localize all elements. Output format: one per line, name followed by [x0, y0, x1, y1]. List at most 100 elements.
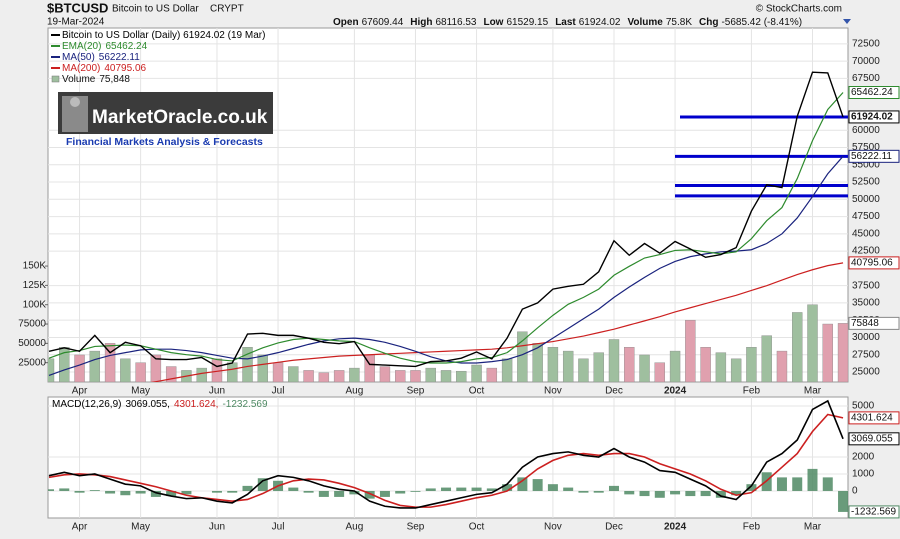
legend-name: EMA(20) [62, 41, 101, 52]
logo-subtitle: Financial Markets Analysis & Forecasts [66, 136, 263, 148]
volume-bar [654, 362, 665, 382]
macd-histogram-bar [807, 468, 818, 491]
y2-tick-label: 150K [23, 261, 47, 272]
macd-layer [48, 399, 848, 512]
macd-histogram-bar [517, 477, 528, 491]
x-tick-label: Oct [469, 386, 485, 397]
y-tick-label: 52500 [852, 177, 880, 188]
quote-label: Chg [699, 17, 718, 28]
volume-bar [624, 347, 635, 382]
legend-entry: MA(200) 40795.06 [62, 63, 147, 74]
macd-histogram-bar [639, 490, 650, 497]
legend-entry: Bitcoin to US Dollar (Daily) 61924.02 (1… [62, 30, 265, 41]
series-line [48, 92, 844, 364]
volume-bar [303, 370, 314, 382]
logo-statue-head [70, 97, 80, 107]
y-tick-label: 37500 [852, 280, 880, 291]
y-tick-label: 35000 [852, 298, 880, 309]
value-box-label: -1232.569 [851, 507, 896, 518]
volume-bar [501, 358, 513, 382]
macd-histogram-bar [685, 490, 696, 497]
volume-bar [379, 366, 391, 382]
macd-histogram-bar [349, 490, 360, 495]
macd-legend: MACD(12,26,9) 3069.055, 4301.624, -1232.569 [52, 399, 268, 410]
x-tick-label: Mar [804, 522, 822, 533]
volume-bar [104, 343, 116, 382]
value-box [848, 316, 900, 330]
macd-histogram-bar [700, 490, 711, 497]
macd-histogram-bar [838, 490, 848, 512]
macd-histogram-bar [792, 477, 803, 491]
legend-name: Bitcoin to US Dollar (Daily) 61924.02 (1… [62, 30, 265, 41]
y-tick-label: 45000 [852, 228, 880, 239]
volume-bar [333, 370, 345, 382]
volume-bar [578, 358, 589, 382]
instrument-name: Bitcoin to US Dollar [112, 4, 199, 15]
macd-histogram-bar [746, 484, 757, 491]
x-tick-label: Jul [272, 386, 285, 397]
series-line [48, 413, 844, 508]
volume-bar [685, 319, 696, 382]
x-tick-label: Oct [469, 522, 485, 533]
macd-histogram-bar [166, 490, 177, 497]
quote-value: 68116.53 [436, 17, 477, 28]
volume-bar [807, 304, 818, 382]
logo-banner [58, 92, 273, 134]
volume-bar [471, 364, 482, 382]
volume-bar [48, 358, 55, 382]
volume-bar [669, 350, 681, 382]
x-tick-label: 2024 [664, 386, 687, 397]
macd-histogram-bar [288, 487, 299, 491]
volume-bar [792, 312, 803, 382]
volume-bar [410, 370, 421, 382]
x-tick-label: Jul [272, 522, 285, 533]
legend-entry: Volume 75,848 [62, 74, 130, 85]
macd-histogram-bar [425, 488, 436, 491]
volume-bar [74, 354, 85, 382]
x-tick-label: Jun [209, 386, 225, 397]
x-tick-label: Sep [407, 386, 425, 397]
volume-bar [593, 352, 604, 382]
macd-histogram-bar [731, 490, 742, 496]
legend-entry: EMA(20) 65462.24 [62, 41, 148, 52]
volume-bar [547, 347, 559, 382]
x-tick-label: Feb [743, 522, 761, 533]
legend-value: 40795.06 [104, 63, 146, 74]
volume-bar [440, 370, 452, 382]
x-tick-label: Apr [72, 522, 88, 533]
macd-histogram-bar [120, 490, 131, 496]
grid [48, 28, 848, 518]
volume-bar [318, 372, 330, 382]
y2-tick-label: 125K [23, 280, 47, 291]
value-box-label: 65462.24 [851, 87, 893, 98]
macd-histogram-bar [670, 490, 681, 495]
value-box-label: 40795.06 [851, 258, 893, 269]
quote-value: 75.8K [666, 17, 692, 28]
volume-bar [730, 358, 742, 382]
legend-swatch [51, 75, 60, 83]
macd-histogram-bar [441, 487, 452, 491]
logo: MarketOracle.co.uk Financial Markets Ana… [58, 92, 273, 148]
y-tick-label: 60000 [852, 125, 880, 136]
quote-label: Low [483, 17, 503, 28]
axes: 2500027500300003250035000375004250045000… [18, 39, 900, 533]
value-box [848, 411, 900, 425]
macd-histogram-bar [471, 487, 482, 491]
macd-histogram-bar [74, 490, 85, 493]
y-tick-label: 70000 [852, 56, 880, 67]
legend-name: MA(50) [62, 52, 95, 63]
x-tick-label: Dec [605, 522, 623, 533]
y-tick-label: 47500 [852, 211, 880, 222]
macd-histogram-bar [395, 490, 406, 494]
date: 19-Mar-2024 [47, 17, 105, 28]
macd-histogram-bar [410, 490, 421, 492]
volume-bar [120, 358, 131, 382]
x-tick-label: Feb [743, 386, 761, 397]
x-tick-label: Jun [209, 522, 225, 533]
volume-bar [715, 352, 727, 382]
symbol: $BTCUSD [47, 0, 108, 15]
series-line [150, 262, 844, 382]
macd-histogram-bar [150, 490, 161, 497]
volume-bar [822, 323, 833, 382]
